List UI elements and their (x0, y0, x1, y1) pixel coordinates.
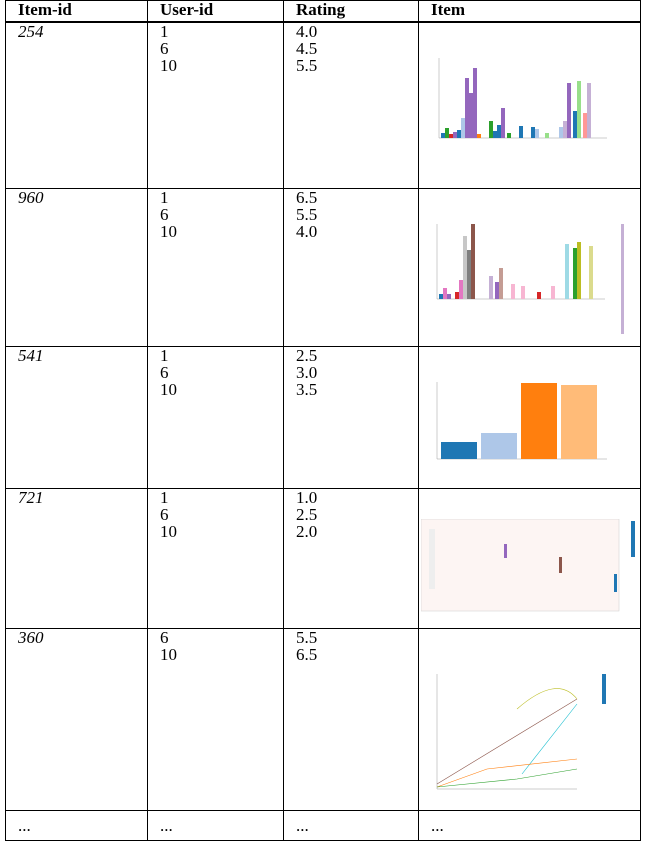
rating: 2.5 (296, 345, 318, 365)
row: 721 1 6 10 1.0 2.5 2.0 (5, 487, 641, 629)
user-id: 1 (160, 22, 169, 41)
header-cell: Item (418, 0, 641, 23)
row: 360 6 10 5.5 6.5 (5, 627, 641, 811)
item-id: 360 (5, 627, 148, 811)
thumbnail-scatter-chart (421, 518, 635, 611)
user-id: 6 (160, 362, 169, 382)
user-id: 10 (160, 644, 177, 664)
ratings-table: Item-id User-id Rating Item 254 1 6 10 4.0… (5, 0, 641, 841)
row: 254 1 6 10 4.0 4.5 5.5 (5, 21, 641, 189)
ellipsis: ... (418, 809, 641, 841)
users: 1 6 10 (147, 345, 284, 489)
user-id: 6 (160, 204, 169, 224)
ellipsis: ... (147, 809, 284, 841)
user-id: 10 (160, 221, 177, 241)
ratings: 5.5 6.5 (283, 627, 419, 811)
header-cell: User-id (147, 0, 284, 23)
ratings: 2.5 3.0 3.5 (283, 345, 419, 489)
rating: 3.5 (296, 379, 318, 399)
user-id: 10 (160, 379, 177, 399)
rating: 2.5 (296, 504, 318, 524)
users: 6 10 (147, 627, 284, 811)
users: 1 6 10 (147, 187, 284, 347)
rating: 2.0 (296, 521, 318, 541)
item-id: 960 (5, 187, 148, 347)
user-id: 1 (160, 487, 169, 507)
ellipsis-row: ... ... ... ... (5, 809, 641, 841)
header-row: Item-id User-id Rating Item (5, 0, 641, 23)
item-image (418, 627, 641, 811)
user-id: 6 (160, 504, 169, 524)
rating: 4.0 (296, 221, 318, 241)
item-image (418, 487, 641, 629)
rating: 5.5 (296, 204, 318, 224)
rating: 3.0 (296, 362, 318, 382)
item-id: 254 (5, 21, 148, 189)
item-id: 721 (5, 487, 148, 629)
thumbnail-bar-chart (438, 58, 607, 139)
user-id: 1 (160, 187, 169, 207)
user-id: 10 (160, 521, 177, 541)
rating: 5.5 (296, 56, 318, 75)
rating: 6.5 (296, 644, 318, 664)
rating: 4.5 (296, 39, 318, 58)
user-id: 10 (160, 56, 177, 75)
ellipsis: ... (5, 809, 148, 841)
user-id: 6 (160, 39, 169, 58)
ellipsis: ... (283, 809, 419, 841)
item-image (418, 21, 641, 189)
rating: 6.5 (296, 187, 318, 207)
ratings: 4.0 4.5 5.5 (283, 21, 419, 189)
thumbnail-bar-chart (436, 223, 624, 334)
rating: 1.0 (296, 487, 318, 507)
rating: 4.0 (296, 22, 318, 41)
row: 960 1 6 10 6.5 5.5 4.0 (5, 187, 641, 347)
ratings: 6.5 5.5 4.0 (283, 187, 419, 347)
item-image (418, 187, 641, 347)
row: 541 1 6 10 2.5 3.0 3.5 (5, 345, 641, 489)
users: 1 6 10 (147, 21, 284, 189)
users: 1 6 10 (147, 487, 284, 629)
ratings: 1.0 2.5 2.0 (283, 487, 419, 629)
user-id: 6 (160, 627, 169, 647)
item-id: 541 (5, 345, 148, 489)
rating: 5.5 (296, 627, 318, 647)
header-cell: Item-id (5, 0, 148, 23)
thumbnail-bar-chart (436, 381, 607, 459)
thumbnail-line-chart (436, 673, 606, 789)
user-id: 1 (160, 345, 169, 365)
header-cell: Rating (283, 0, 419, 23)
item-image (418, 345, 641, 489)
